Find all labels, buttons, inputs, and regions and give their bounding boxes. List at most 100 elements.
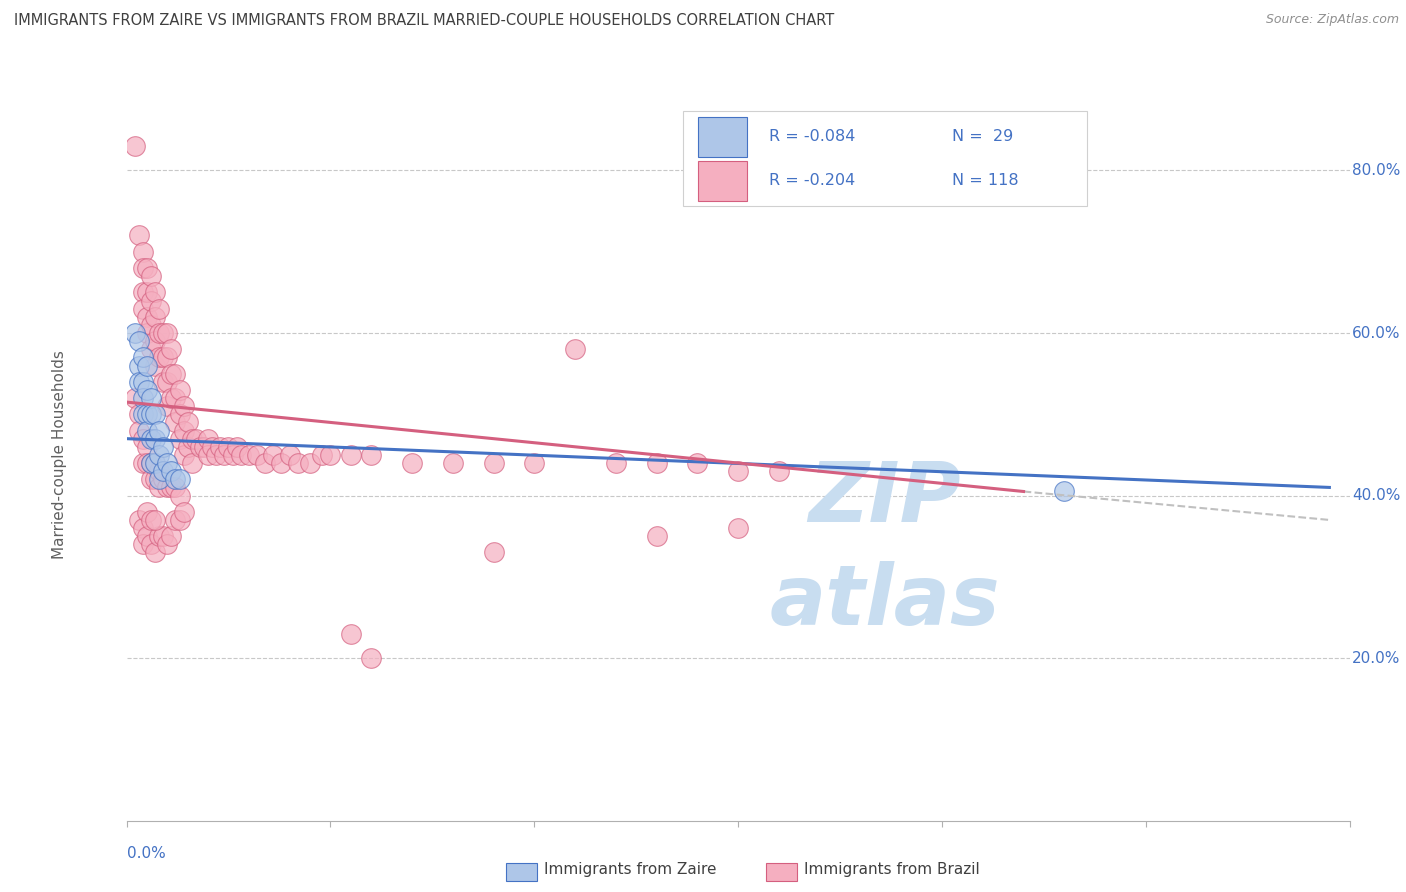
Point bbox=[148, 301, 170, 316]
Point bbox=[482, 545, 505, 559]
Point bbox=[360, 651, 382, 665]
Point bbox=[1053, 484, 1076, 499]
Point bbox=[193, 440, 215, 454]
Point bbox=[135, 310, 157, 324]
Point bbox=[209, 440, 232, 454]
Point bbox=[156, 456, 179, 470]
Point bbox=[139, 456, 162, 470]
Point bbox=[217, 440, 239, 454]
Point bbox=[482, 456, 505, 470]
Point bbox=[139, 472, 162, 486]
Point bbox=[605, 456, 627, 470]
Point bbox=[143, 407, 166, 421]
Point bbox=[340, 448, 363, 462]
Point bbox=[197, 448, 219, 462]
Point bbox=[169, 472, 191, 486]
Point bbox=[128, 375, 150, 389]
Point bbox=[225, 440, 247, 454]
Point bbox=[173, 448, 195, 462]
Point bbox=[135, 260, 157, 275]
Point bbox=[135, 505, 157, 519]
Point bbox=[128, 359, 150, 373]
Point bbox=[152, 326, 174, 340]
Text: Source: ZipAtlas.com: Source: ZipAtlas.com bbox=[1265, 13, 1399, 27]
Point bbox=[139, 513, 162, 527]
Point bbox=[262, 448, 284, 462]
Point bbox=[132, 260, 155, 275]
Point bbox=[135, 326, 157, 340]
Point bbox=[148, 464, 170, 478]
Point bbox=[201, 440, 224, 454]
Text: 60.0%: 60.0% bbox=[1353, 326, 1400, 341]
Text: Married-couple Households: Married-couple Households bbox=[52, 351, 66, 559]
Point bbox=[124, 391, 146, 405]
Point bbox=[645, 456, 668, 470]
Text: IMMIGRANTS FROM ZAIRE VS IMMIGRANTS FROM BRAZIL MARRIED-COUPLE HOUSEHOLDS CORREL: IMMIGRANTS FROM ZAIRE VS IMMIGRANTS FROM… bbox=[14, 13, 834, 29]
Point bbox=[132, 244, 155, 259]
Point bbox=[124, 326, 146, 340]
Point bbox=[165, 367, 187, 381]
Point bbox=[165, 472, 187, 486]
Point bbox=[441, 456, 464, 470]
Point bbox=[727, 464, 749, 478]
Point bbox=[139, 432, 162, 446]
Point bbox=[148, 351, 170, 365]
Point bbox=[135, 285, 157, 300]
Point bbox=[177, 416, 200, 430]
Point bbox=[135, 383, 157, 397]
Point bbox=[139, 391, 162, 405]
Point bbox=[128, 424, 150, 438]
Point bbox=[132, 285, 155, 300]
Point bbox=[139, 269, 162, 284]
Point bbox=[169, 513, 191, 527]
Point bbox=[156, 480, 179, 494]
Point bbox=[132, 351, 155, 365]
Point bbox=[686, 456, 709, 470]
Point bbox=[229, 448, 252, 462]
Point bbox=[135, 529, 157, 543]
Point bbox=[156, 399, 179, 413]
Point bbox=[132, 375, 155, 389]
Point bbox=[287, 456, 309, 470]
Point bbox=[727, 521, 749, 535]
Point bbox=[148, 326, 170, 340]
Text: R = -0.204: R = -0.204 bbox=[769, 173, 855, 188]
Point bbox=[160, 464, 183, 478]
Text: atlas: atlas bbox=[769, 561, 1000, 641]
Point bbox=[152, 529, 174, 543]
Point bbox=[169, 407, 191, 421]
Point bbox=[254, 456, 277, 470]
Point bbox=[299, 456, 322, 470]
Point bbox=[319, 448, 342, 462]
Point bbox=[139, 318, 162, 332]
Point bbox=[169, 489, 191, 503]
Point bbox=[143, 334, 166, 348]
Point bbox=[768, 464, 790, 478]
Point bbox=[139, 537, 162, 551]
Point bbox=[160, 343, 183, 357]
Point bbox=[173, 424, 195, 438]
Point bbox=[645, 529, 668, 543]
Bar bbox=[697, 161, 747, 201]
Point bbox=[180, 432, 202, 446]
Point bbox=[124, 139, 146, 153]
Point bbox=[156, 326, 179, 340]
Point bbox=[139, 456, 162, 470]
Point bbox=[132, 301, 155, 316]
Point bbox=[177, 440, 200, 454]
Text: ZIP: ZIP bbox=[808, 458, 962, 540]
Point bbox=[173, 505, 195, 519]
Point bbox=[165, 513, 187, 527]
Text: Immigrants from Brazil: Immigrants from Brazil bbox=[804, 863, 980, 877]
Bar bbox=[697, 117, 747, 157]
Point bbox=[246, 448, 269, 462]
Point bbox=[143, 456, 166, 470]
Point bbox=[148, 424, 170, 438]
Text: N = 118: N = 118 bbox=[952, 173, 1019, 188]
Point bbox=[205, 448, 228, 462]
Point bbox=[360, 448, 382, 462]
Point bbox=[152, 464, 174, 478]
Point bbox=[152, 375, 174, 389]
Point bbox=[278, 448, 301, 462]
Text: 40.0%: 40.0% bbox=[1353, 488, 1400, 503]
